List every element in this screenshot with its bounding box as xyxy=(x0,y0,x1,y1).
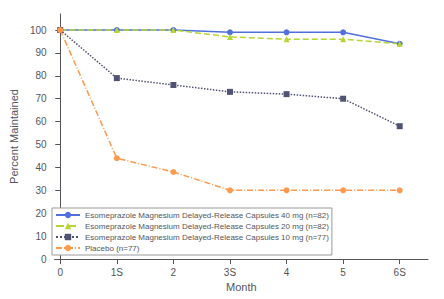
svg-text:Esomeprazole Magnesium Delayed: Esomeprazole Magnesium Delayed-Release C… xyxy=(85,222,329,231)
svg-text:10: 10 xyxy=(35,231,47,242)
svg-text:4: 4 xyxy=(284,267,290,278)
svg-text:0: 0 xyxy=(57,267,63,278)
svg-text:90: 90 xyxy=(35,47,47,58)
svg-text:70: 70 xyxy=(35,93,47,104)
svg-text:2: 2 xyxy=(171,267,177,278)
svg-text:Esomeprazole Magnesium Delayed: Esomeprazole Magnesium Delayed-Release C… xyxy=(85,211,329,220)
svg-text:40: 40 xyxy=(35,162,47,173)
svg-text:20: 20 xyxy=(35,208,47,219)
svg-text:60: 60 xyxy=(35,116,47,127)
svg-text:1S: 1S xyxy=(111,267,124,278)
svg-text:Month: Month xyxy=(226,281,257,293)
svg-text:6S: 6S xyxy=(394,267,407,278)
svg-text:Placebo (n=77): Placebo (n=77) xyxy=(85,244,140,253)
svg-text:Esomeprazole Magnesium Delayed: Esomeprazole Magnesium Delayed-Release C… xyxy=(85,233,329,242)
svg-text:30: 30 xyxy=(35,185,47,196)
svg-text:50: 50 xyxy=(35,139,47,150)
svg-text:100: 100 xyxy=(30,25,47,36)
svg-text:0: 0 xyxy=(41,254,47,265)
svg-text:5: 5 xyxy=(340,267,346,278)
svg-text:3S: 3S xyxy=(224,267,237,278)
svg-text:80: 80 xyxy=(35,70,47,81)
svg-text:Percent Maintained: Percent Maintained xyxy=(8,89,20,184)
